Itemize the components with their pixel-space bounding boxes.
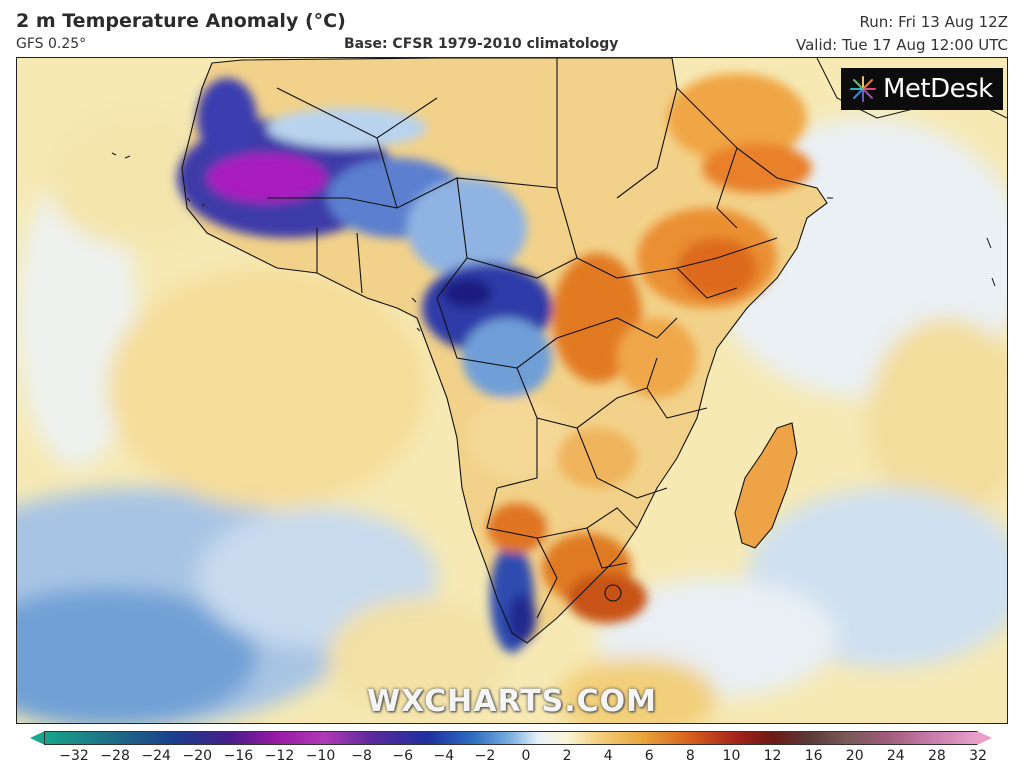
colorbar-tick-label: 0 (521, 748, 531, 764)
colorbar-tick-label: −20 (182, 748, 213, 764)
ocean-anomaly-fields (17, 108, 1007, 723)
map-panel[interactable]: MetDesk WXCHARTS.COM (16, 57, 1008, 724)
colorbar-tick-label: 12 (763, 748, 782, 764)
run-time-label: Run: Fri 13 Aug 12Z (859, 13, 1009, 31)
anomaly-map (17, 58, 1007, 723)
colorbar-gradient (44, 731, 978, 745)
colorbar-tick-label: 8 (685, 748, 695, 764)
colorbar-tick-label: −10 (305, 748, 336, 764)
colorbar-max-arrow (977, 731, 992, 745)
colorbar-tick-label: 28 (927, 748, 946, 764)
colorbar-tick-label: 2 (562, 748, 572, 764)
colorbar-tick-label: −12 (264, 748, 295, 764)
country-borders (181, 58, 828, 644)
colorbar-tick-label: 10 (722, 748, 741, 764)
colorbar-tick-label: 32 (969, 748, 987, 764)
page-title: 2 m Temperature Anomaly (°C) (16, 10, 346, 32)
model-label: GFS 0.25° (16, 36, 87, 52)
colorbar-ticks: −32 −28 −24 −20 −16 −12 −10 −8 −6 −4 −2 0 2 4 6 8 10 12 16… (30, 748, 992, 768)
colorbar-tick-label: 20 (845, 748, 864, 764)
land-anomaly-fields (177, 73, 812, 653)
colorbar-tick-label: −6 (392, 748, 414, 764)
colorbar-tick-label: −4 (433, 748, 455, 764)
starburst-logo-icon (850, 76, 876, 102)
metdesk-logo: MetDesk (841, 68, 1003, 110)
colorbar-tick-label: 24 (886, 748, 905, 764)
base-climatology-label: Base: CFSR 1979-2010 climatology (344, 36, 619, 52)
colorbar-min-arrow (30, 731, 45, 745)
colorbar (30, 731, 992, 745)
colorbar-tick-label: −32 (59, 748, 89, 764)
colorbar-tick-label: −24 (141, 748, 171, 764)
colorbar-tick-label: 16 (804, 748, 823, 764)
colorbar-tick-label: −8 (351, 748, 372, 764)
logo-text: MetDesk (883, 74, 993, 104)
colorbar-tick-label: 6 (644, 748, 654, 764)
watermark: WXCHARTS.COM (366, 684, 658, 719)
colorbar-tick-label: −2 (474, 748, 496, 764)
colorbar-tick-label: 4 (603, 748, 613, 764)
valid-time-label: Valid: Tue 17 Aug 12:00 UTC (796, 36, 1008, 54)
madagascar-land (735, 423, 797, 548)
colorbar-tick-label: −16 (223, 748, 254, 764)
colorbar-tick-label: −28 (100, 748, 130, 764)
